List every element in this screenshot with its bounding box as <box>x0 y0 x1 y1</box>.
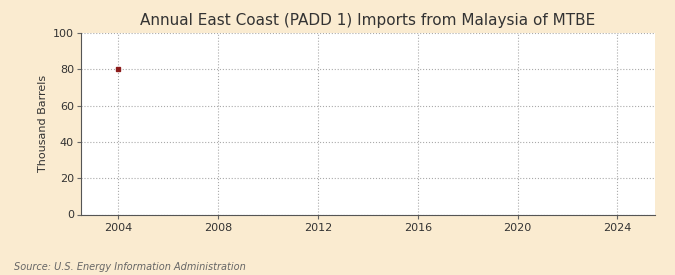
Y-axis label: Thousand Barrels: Thousand Barrels <box>38 75 47 172</box>
Title: Annual East Coast (PADD 1) Imports from Malaysia of MTBE: Annual East Coast (PADD 1) Imports from … <box>140 13 595 28</box>
Text: Source: U.S. Energy Information Administration: Source: U.S. Energy Information Administ… <box>14 262 245 272</box>
